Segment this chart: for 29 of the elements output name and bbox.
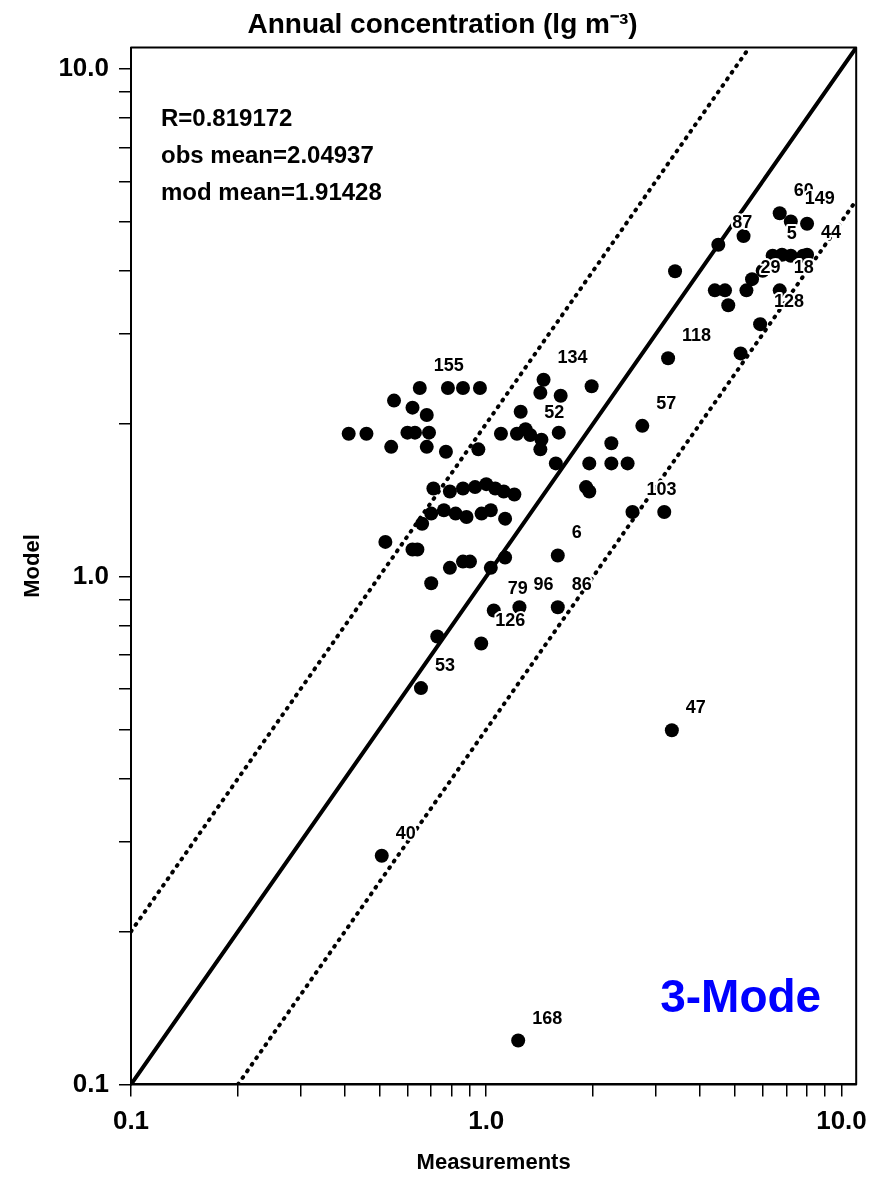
annotation: 6 [571,522,582,543]
annotation: 103 [646,478,677,499]
x-axis-title: Measurements [416,1148,571,1174]
annotation: 128 [774,291,805,312]
x-tick-label: 0.1 [112,1105,150,1136]
annotation: 96 [533,574,554,595]
text: 3-Mode [660,970,822,1023]
annotation: obs mean=2.04937 [161,141,374,169]
y-tick-label: 1.0 [72,559,109,590]
annotation: 40 [395,822,416,843]
annotation: 53 [434,655,455,676]
x-tick-label: 1.0 [468,1105,505,1136]
annotation: 155 [433,355,464,376]
annotation: R=0.819172 [161,104,293,132]
annotation: 134 [557,346,588,367]
annotation: 57 [656,392,677,413]
annotation: 118 [682,325,712,346]
y-axis-title: Model [19,534,45,598]
x-tick-label: 10.0 [816,1105,867,1136]
annotation: 86 [571,574,592,595]
annotation: 79 [507,577,528,598]
annotation: 47 [685,697,706,718]
annotation: mod mean=1.91428 [161,178,382,206]
annotation: 168 [532,1007,563,1028]
annotation: 126 [495,610,526,631]
y-tick-label: 10.0 [58,51,109,82]
chart-title: Annual concentration (lg m⁻³) [247,7,638,39]
y-tick-label: 0.1 [72,1067,109,1098]
annotation: 52 [544,401,565,422]
